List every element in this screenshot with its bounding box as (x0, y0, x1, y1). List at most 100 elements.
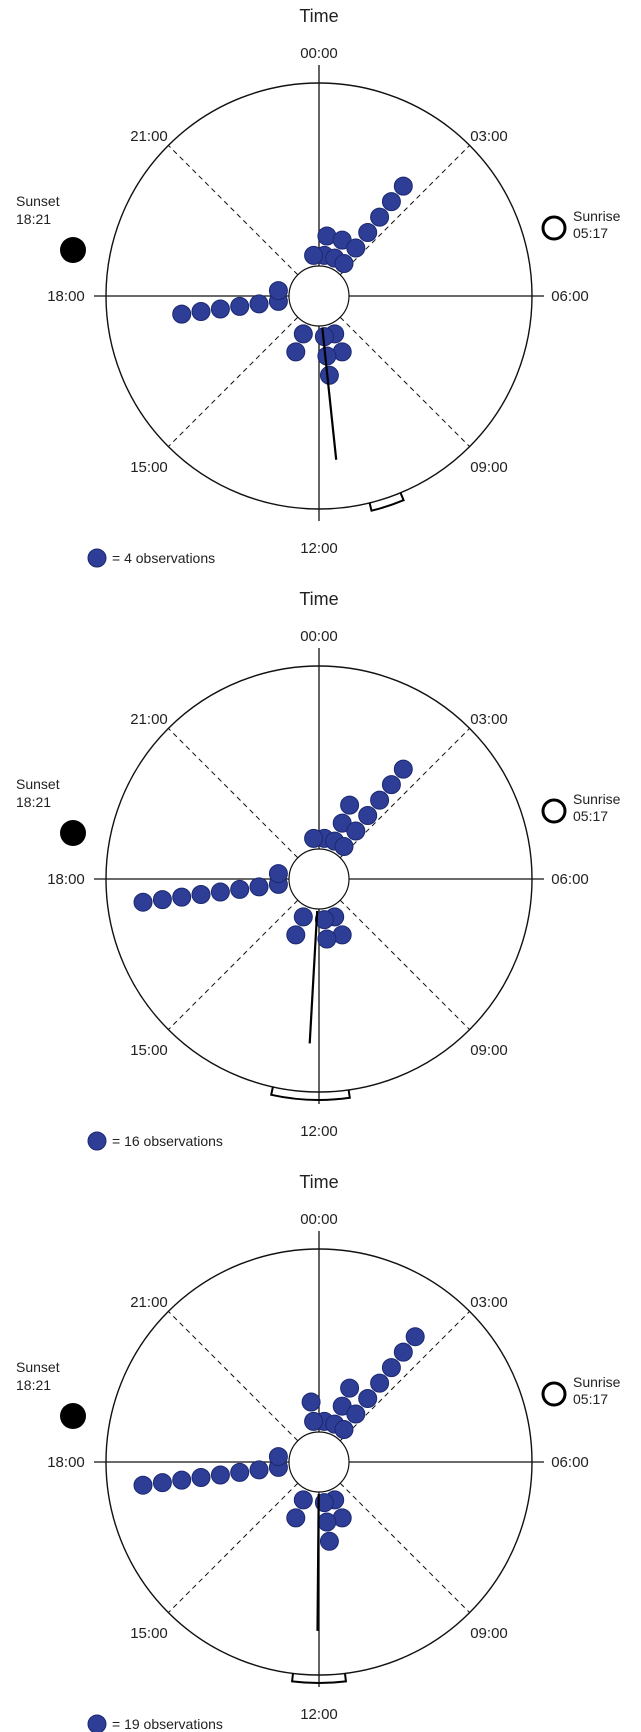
rose-chart-panel: Time 00:00 03:00 06:00 09:00 12:00 15:00 18:00 2… (16, 1172, 621, 1732)
observation-dot (191, 302, 211, 321)
observation-dot (304, 245, 324, 265)
observation-dot (133, 892, 153, 912)
hour-tick-label: 03:00 (470, 1294, 508, 1311)
sunset-label: Sunset (16, 193, 60, 209)
observation-dot (346, 821, 366, 841)
hour-tick-label: 09:00 (470, 1042, 508, 1059)
hour-tick-label: 21:00 (130, 128, 168, 145)
observation-dot (393, 1342, 413, 1362)
sunset-moon-icon (60, 237, 86, 263)
observation-dot (293, 324, 313, 344)
chart-title: Time (299, 589, 338, 609)
observation-dot (230, 1462, 250, 1482)
hour-tick-label: 12:00 (300, 540, 338, 557)
observation-dot (249, 1460, 269, 1480)
observation-dot (304, 828, 324, 848)
mean-vector-line (321, 327, 338, 460)
observation-dot (381, 775, 401, 795)
hour-tick-label: 12:00 (300, 1123, 338, 1140)
observation-dot (293, 907, 313, 927)
sunset-moon-icon (60, 1403, 86, 1429)
observation-dot (293, 1490, 313, 1510)
sunset-moon-icon (60, 820, 86, 846)
sunset-time: 18:21 (16, 1377, 51, 1393)
confidence-interval-arc (270, 1086, 351, 1101)
legend-dot-icon (87, 548, 107, 568)
inner-hub (288, 1431, 350, 1493)
inner-hub (288, 848, 350, 910)
hour-tick-label: 03:00 (470, 711, 508, 728)
legend-dot-icon (87, 1131, 107, 1151)
hour-tick-label: 06:00 (551, 1454, 589, 1471)
hour-tick-label: 15:00 (130, 1042, 168, 1059)
sunrise-time: 05:17 (573, 225, 608, 241)
hour-tick-label: 00:00 (300, 45, 338, 62)
observation-dot (340, 795, 360, 815)
observation-dot (301, 1392, 321, 1412)
sunrise-sun-icon (541, 1381, 567, 1407)
observation-dot (268, 1447, 288, 1467)
observation-dot (334, 837, 354, 856)
hour-tick-label: 06:00 (551, 871, 589, 888)
rose-chart-panel: Time 00:00 03:00 06:00 09:00 12:00 15:00 18:00 2… (16, 6, 621, 568)
sunset-label: Sunset (16, 776, 60, 792)
observation-dot (319, 365, 339, 385)
observation-dot (152, 1473, 172, 1493)
observation-dot (210, 882, 230, 902)
sunset-label: Sunset (16, 1359, 60, 1375)
inner-hub (288, 265, 350, 327)
observation-dot (304, 1411, 324, 1431)
observation-dot (370, 1373, 390, 1393)
sunrise-sun-icon (541, 798, 567, 824)
sunrise-label: Sunrise (573, 1374, 621, 1390)
sunrise-label: Sunrise (573, 208, 621, 224)
observation-dot (268, 864, 288, 884)
observation-dot (317, 929, 337, 949)
legend-text: = 16 observations (112, 1133, 223, 1149)
observation-dot (314, 910, 334, 930)
observation-dot (358, 1389, 378, 1408)
sunrise-label: Sunrise (573, 791, 621, 807)
confidence-interval-arc (290, 1673, 348, 1684)
observation-dot (370, 790, 390, 810)
observation-dot (152, 890, 172, 910)
legend-text: = 4 observations (112, 550, 215, 566)
observation-dot (249, 294, 269, 314)
mean-vector-line (308, 910, 319, 1044)
diagonal-gridline (168, 899, 299, 1030)
observation-dot (191, 1468, 211, 1487)
observation-dot (314, 1493, 334, 1513)
rose-chart-panel: Time 00:00 03:00 06:00 09:00 12:00 15:00 18:00 2… (16, 589, 621, 1151)
observation-dot (346, 238, 366, 258)
observation-dot (230, 296, 250, 316)
observation-dot (230, 879, 250, 899)
observation-dot (172, 304, 192, 324)
observation-dot (210, 299, 230, 319)
hour-tick-label: 09:00 (470, 459, 508, 476)
hour-tick-label: 18:00 (47, 1454, 85, 1471)
hour-tick-label: 21:00 (130, 711, 168, 728)
hour-tick-label: 00:00 (300, 628, 338, 645)
hour-tick-label: 18:00 (47, 871, 85, 888)
chart-title: Time (299, 1172, 338, 1192)
sunrise-sun-icon (541, 215, 567, 241)
hour-tick-label: 15:00 (130, 459, 168, 476)
hour-tick-label: 03:00 (470, 128, 508, 145)
observation-dot (340, 1378, 360, 1398)
observation-dot (286, 1508, 306, 1528)
hour-tick-label: 00:00 (300, 1211, 338, 1228)
observation-dot (370, 207, 390, 227)
observation-dot (286, 925, 306, 945)
observation-dot (286, 342, 306, 362)
observation-dot (346, 1404, 366, 1424)
observation-dot (172, 887, 192, 907)
sunset-time: 18:21 (16, 794, 51, 810)
diagonal-gridline (168, 1311, 299, 1442)
observation-dot (319, 1531, 339, 1551)
diagonal-gridline (339, 899, 470, 1030)
diagonal-gridline (168, 1482, 299, 1613)
hour-tick-label: 18:00 (47, 288, 85, 305)
observation-dot (268, 281, 288, 301)
observation-dot (172, 1470, 192, 1490)
